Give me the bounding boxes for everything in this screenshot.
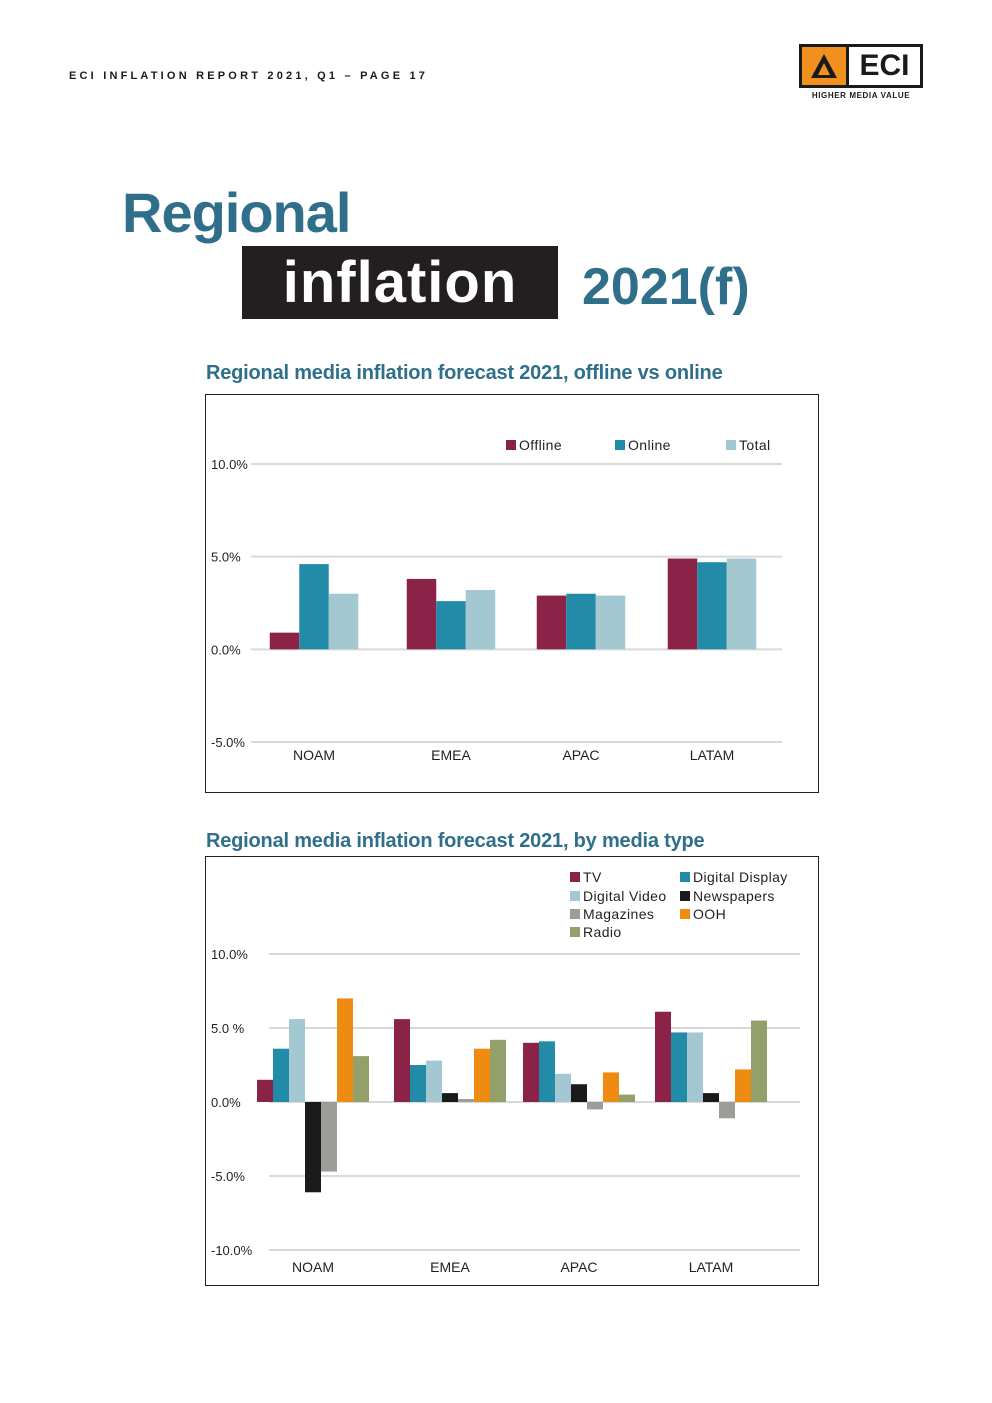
bar-total-emea (465, 590, 496, 650)
bar-offline-emea (406, 578, 437, 650)
bar-offline-latam (667, 558, 698, 650)
bar-newspapers-apac (571, 1084, 587, 1102)
bar-ooh-latam (735, 1069, 751, 1102)
x-tick-label: EMEA (431, 747, 471, 763)
x-tick-label: APAC (560, 1259, 597, 1275)
legend-swatch-ooh (680, 909, 690, 919)
logo-tagline: HIGHER MEDIA VALUE (811, 91, 911, 100)
legend-label-ooh: OOH (693, 906, 726, 922)
legend-swatch-magazines (570, 909, 580, 919)
bar-digital-display-latam (671, 1032, 687, 1102)
bar-tv-apac (523, 1042, 539, 1102)
bar-tv-emea (394, 1019, 410, 1102)
x-tick-label: APAC (562, 747, 599, 763)
legend-label-tv: TV (583, 869, 602, 885)
bar-total-noam (328, 593, 359, 650)
chart1-title: Regional media inflation forecast 2021, … (206, 362, 723, 384)
bar-radio-emea (490, 1039, 506, 1102)
bar-offline-apac (536, 595, 567, 650)
legend-swatch-digital-display (680, 872, 690, 882)
bar-digital-video-noam (289, 1019, 305, 1102)
bar-magazines-apac (587, 1102, 603, 1110)
legend-swatch-total (726, 440, 736, 450)
logo-text: ECI (859, 49, 910, 82)
logo-a-icon (802, 47, 849, 85)
chart2-title: Regional media inflation forecast 2021, … (206, 830, 705, 852)
bar-online-emea (436, 601, 466, 650)
legend-swatch-newspapers (680, 891, 690, 901)
bar-online-noam (299, 564, 329, 650)
bar-magazines-latam (719, 1102, 735, 1119)
page-title-line3: 2021(f) (582, 258, 750, 316)
x-tick-label: LATAM (689, 1259, 734, 1275)
legend-swatch-tv (570, 872, 580, 882)
y-tick-label: -10.0% (211, 1243, 253, 1258)
legend-label-total: Total (739, 437, 771, 453)
bar-total-latam (726, 558, 757, 650)
chart2-svg: 10.0% 5.0 % 0.0% -5.0% -10.0% NOAM EMEA APAC LAT… (211, 869, 800, 1275)
legend-swatch-online (615, 440, 625, 450)
y-tick-label: 10.0% (211, 457, 248, 472)
bar-digital-video-emea (426, 1060, 442, 1102)
legend-label-radio: Radio (583, 924, 622, 940)
legend-label-offline: Offline (519, 437, 562, 453)
bar-digital-display-apac (539, 1041, 555, 1102)
legend-label-online: Online (628, 437, 671, 453)
legend-swatch-offline (506, 440, 516, 450)
x-tick-label: NOAM (293, 747, 335, 763)
chart2-frame: 10.0% 5.0 % 0.0% -5.0% -10.0% NOAM EMEA APAC LAT… (205, 856, 819, 1286)
bar-radio-apac (619, 1094, 635, 1102)
y-tick-label: 10.0% (211, 947, 248, 962)
x-tick-label: EMEA (430, 1259, 470, 1275)
chart1-svg: 10.0% 5.0% 0.0% -5.0% NOAM EMEA APAC LATAM Offli… (211, 437, 782, 763)
y-tick-label: -5.0% (211, 1169, 245, 1184)
eci-logo: ECI HIGHER MEDIA VALUE (799, 44, 923, 100)
bar-newspapers-noam (305, 1102, 321, 1193)
x-tick-label: LATAM (690, 747, 735, 763)
bar-total-apac (595, 595, 626, 650)
page-title-line1: Regional (122, 181, 351, 244)
legend-label-magazines: Magazines (583, 906, 654, 922)
page-title-line2: inflation (242, 246, 558, 319)
bar-newspapers-emea (442, 1093, 458, 1102)
bar-newspapers-latam (703, 1093, 719, 1102)
legend-label-digital-display: Digital Display (693, 869, 788, 885)
legend-swatch-digital-video (570, 891, 580, 901)
running-head: ECI INFLATION REPORT 2021, Q1 – PAGE 17 (69, 70, 429, 82)
bar-ooh-apac (603, 1072, 619, 1102)
y-tick-label: 0.0% (211, 642, 241, 657)
bar-offline-noam (269, 632, 300, 650)
bar-ooh-emea (474, 1048, 490, 1102)
bar-radio-latam (751, 1020, 767, 1102)
y-tick-label: 0.0% (211, 1095, 241, 1110)
bar-online-apac (566, 593, 596, 650)
bar-ooh-noam (337, 998, 353, 1102)
y-tick-label: 5.0% (211, 550, 241, 565)
bar-online-latam (697, 562, 727, 650)
legend-label-digital-video: Digital Video (583, 888, 667, 904)
bar-digital-video-latam (687, 1032, 703, 1102)
y-tick-label: 5.0 % (211, 1021, 245, 1036)
bar-magazines-emea (458, 1099, 474, 1102)
bar-tv-noam (257, 1079, 273, 1102)
bar-magazines-noam (321, 1102, 337, 1172)
bar-tv-latam (655, 1011, 671, 1102)
legend-swatch-radio (570, 927, 580, 937)
bar-digital-display-noam (273, 1048, 289, 1102)
y-tick-label: -5.0% (211, 735, 245, 750)
chart1-frame: 10.0% 5.0% 0.0% -5.0% NOAM EMEA APAC LATAM Offli… (205, 394, 819, 793)
bar-digital-display-emea (410, 1065, 426, 1102)
legend-label-newspapers: Newspapers (693, 888, 775, 904)
x-tick-label: NOAM (292, 1259, 334, 1275)
bar-digital-video-apac (555, 1073, 571, 1102)
bar-radio-noam (353, 1056, 369, 1102)
